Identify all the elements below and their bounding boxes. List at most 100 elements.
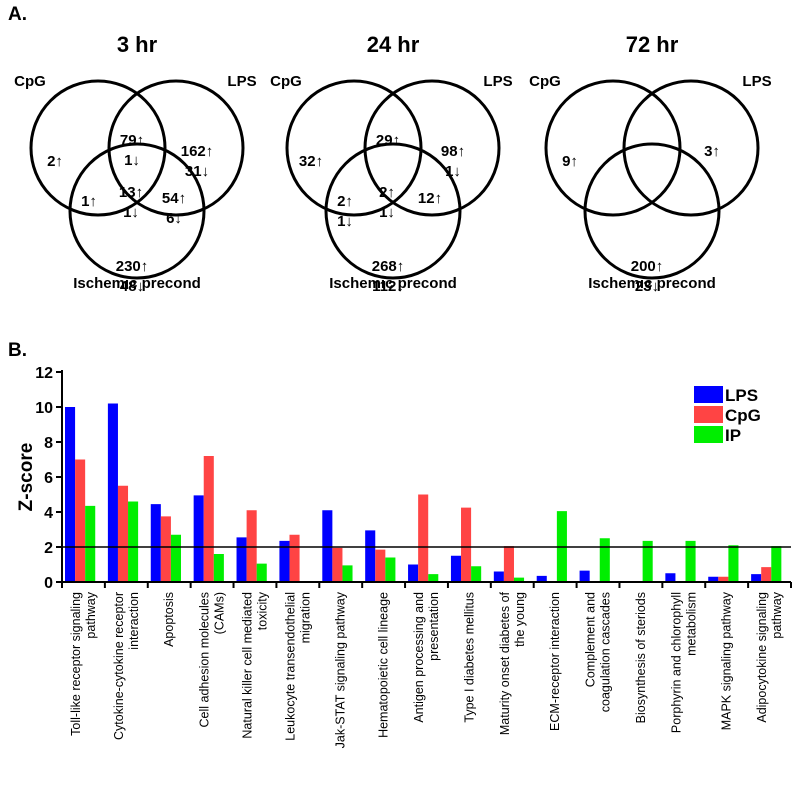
circle-ischemic-precond [583, 142, 721, 280]
circle-ischemic-precond [324, 142, 462, 280]
bar-cpg-9 [461, 507, 472, 582]
region-count-lps_only: 1↓ [445, 163, 461, 180]
category-label: Apoptosis [162, 592, 176, 647]
y-tick-label: 8 [44, 435, 53, 452]
region-count-lps_ip: 54↑ [162, 190, 186, 207]
region-count-cpg_lps: 79↑ [120, 132, 144, 149]
bar-lps-2 [150, 504, 161, 582]
legend-swatch-cpg [694, 406, 723, 423]
category-label: Complement and [584, 592, 598, 687]
category-label: migration [298, 592, 312, 643]
set-label: Ischemic precond [73, 275, 201, 292]
region-count-lps_only: 3↑ [704, 143, 720, 160]
bar-cpg-15 [718, 576, 729, 582]
region-count-lps_only: 31↓ [185, 163, 209, 180]
circle-cpg [544, 79, 682, 217]
bar-lps-1 [107, 403, 118, 582]
bar-ip-1 [128, 501, 139, 582]
y-axis-label: Z-score [16, 443, 37, 512]
bar-ip-16 [771, 546, 782, 582]
category-label: Cytokine-cytokine receptor [112, 592, 126, 740]
category-label: Cell adhesion molecules [198, 592, 212, 728]
set-label: Ischemic precond [329, 275, 457, 292]
bar-lps-11 [536, 575, 547, 582]
bar-cpg-5 [289, 534, 300, 582]
legend-label-ip: IP [725, 426, 741, 445]
bar-cpg-2 [160, 516, 171, 582]
circle-lps [107, 79, 245, 217]
category-label: Adipocytokine signaling [755, 592, 769, 723]
bar-lps-10 [493, 571, 504, 582]
bar-lps-12 [579, 570, 590, 582]
y-tick-label: 0 [44, 575, 53, 592]
region-count-lps_ip: 6↓ [166, 210, 182, 227]
region-count-cpg_ip: 2↑ [337, 193, 353, 210]
bar-cpg-8 [418, 494, 429, 582]
region-count-cpg_ip: 1↓ [337, 213, 353, 230]
category-label: interaction [127, 592, 141, 650]
bar-lps-3 [193, 495, 204, 582]
category-label: MAPK signaling pathway [720, 591, 734, 730]
venn-title: 72 hr [626, 32, 679, 57]
region-count-ip_only: 48↓ [120, 278, 144, 295]
bar-ip-3 [213, 554, 224, 582]
category-label: Hematopoietic cell lineage [377, 592, 391, 738]
region-count-ip_only: 23↓ [635, 278, 659, 295]
y-tick-label: 12 [35, 365, 53, 382]
region-count-all_three: 13↑ [119, 184, 143, 201]
y-tick-label: 6 [44, 470, 53, 487]
bar-lps-6 [322, 510, 333, 582]
venn-title: 3 hr [117, 32, 158, 57]
category-label: pathway [84, 591, 98, 638]
bar-lps-0 [65, 407, 76, 582]
venn-1: 24 hr CpG LPS Ischemic precond 32↑ 29↑ 98↑ 1↓ 2↑… [270, 32, 512, 295]
bar-ip-13 [642, 540, 653, 582]
set-label: LPS [483, 73, 512, 90]
category-label: toxicity [255, 591, 269, 630]
category-label: presentation [427, 592, 441, 661]
category-label: metabolism [684, 592, 698, 656]
region-count-lps_only: 162↑ [181, 143, 214, 160]
set-label: LPS [742, 73, 771, 90]
panel-b-label: B. [8, 340, 27, 361]
y-tick-label: 4 [44, 505, 53, 522]
panel-a-label: A. [8, 4, 27, 25]
circle-ischemic-precond [68, 142, 206, 280]
category-label: (CAMs) [213, 592, 227, 634]
bar-cpg-1 [117, 485, 129, 582]
region-count-lps_ip: 12↑ [418, 190, 442, 207]
region-count-cpg_lps: 1↓ [124, 152, 140, 169]
bar-ip-14 [685, 540, 696, 582]
category-label: Natural killer cell mediated [240, 592, 254, 739]
region-count-lps_only: 98↑ [441, 143, 465, 160]
category-label: pathway [770, 591, 784, 638]
set-label: LPS [227, 73, 256, 90]
venn-title: 24 hr [367, 32, 420, 57]
bar-ip-15 [728, 545, 739, 582]
legend-label-lps: LPS [725, 386, 758, 405]
bar-ip-9 [471, 566, 482, 582]
region-count-ip_only: 230↑ [116, 258, 149, 275]
bar-ip-6 [342, 565, 353, 582]
category-label: coagulation cascades [599, 592, 613, 712]
circle-cpg [29, 79, 167, 217]
bar-cpg-7 [375, 549, 386, 582]
bar-ip-7 [385, 557, 396, 582]
bar-ip-2 [170, 534, 181, 582]
legend-swatch-ip [694, 426, 723, 443]
legend-swatch-lps [694, 386, 723, 403]
bar-cpg-4 [246, 510, 257, 582]
category-label: Jak-STAT signaling pathway [334, 591, 348, 748]
category-label: Biosynthesis of steriods [634, 592, 648, 723]
region-count-cpg_only: 32↑ [299, 153, 323, 170]
bar-lps-7 [365, 530, 376, 582]
bar-ip-8 [428, 574, 439, 582]
region-count-all_three: 1↓ [379, 204, 395, 221]
region-count-ip_only: 268↑ [372, 258, 405, 275]
bar-lps-15 [708, 576, 719, 582]
bar-cpg-16 [761, 567, 772, 582]
y-tick-label: 10 [35, 400, 53, 417]
region-count-all_three: 2↑ [379, 184, 395, 201]
circle-lps [363, 79, 501, 217]
